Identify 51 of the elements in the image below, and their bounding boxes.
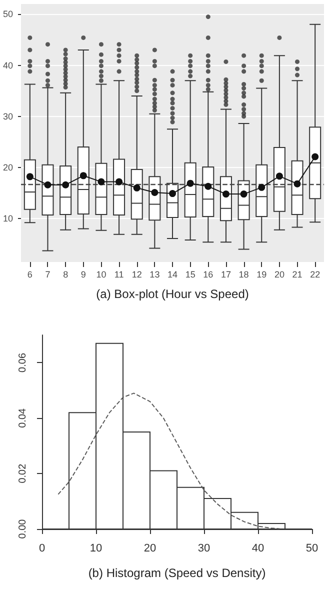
y-tick-label: 0.02 bbox=[18, 463, 28, 484]
x-tick-label: 11 bbox=[114, 270, 124, 280]
y-tick-label: 50 bbox=[2, 9, 14, 20]
point bbox=[80, 172, 87, 180]
x-tick-label: 50 bbox=[306, 542, 318, 554]
point bbox=[133, 184, 140, 192]
y-tick-label: 10 bbox=[2, 214, 14, 224]
point bbox=[240, 190, 248, 198]
x-tick-label: 30 bbox=[198, 542, 210, 554]
x-tick-label: 6 bbox=[27, 270, 32, 280]
x-tick-label: 19 bbox=[256, 270, 267, 280]
y-tick-label: 0.04 bbox=[18, 408, 28, 428]
point bbox=[26, 173, 34, 180]
x-tick-label: 7 bbox=[45, 270, 50, 280]
y-tick-label: 30 bbox=[2, 111, 14, 122]
point bbox=[44, 181, 52, 188]
x-tick-label: 12 bbox=[132, 270, 142, 280]
x-tick-label: 21 bbox=[292, 270, 302, 280]
x-tick-label: 17 bbox=[220, 270, 231, 280]
x-tick-label: 14 bbox=[168, 270, 178, 280]
x-tick-label: 0 bbox=[38, 542, 46, 554]
x-tick-label: 22 bbox=[310, 270, 320, 280]
point bbox=[276, 172, 283, 180]
x-axis-title: (b) Histogram (Speed vs Density) bbox=[88, 566, 266, 580]
x-tick-label: 10 bbox=[96, 270, 106, 280]
x-tick-label: 16 bbox=[203, 270, 214, 280]
x-tick-label: 9 bbox=[80, 270, 86, 280]
y-tick-label: 0.06 bbox=[18, 352, 28, 372]
point bbox=[98, 178, 105, 186]
x-tick-label: 15 bbox=[185, 270, 196, 280]
x-tick-label: 18 bbox=[238, 270, 249, 280]
x-tick-label: 20 bbox=[144, 542, 156, 554]
y-tick-label: 20 bbox=[2, 162, 14, 172]
x-tick-label: 10 bbox=[90, 542, 102, 554]
point bbox=[204, 182, 212, 190]
point bbox=[116, 178, 123, 186]
y-tick-label: 40 bbox=[2, 60, 14, 70]
point bbox=[312, 153, 319, 160]
point bbox=[169, 190, 176, 198]
y-tick-label: 0.00 bbox=[18, 518, 28, 539]
x-axis-title: (a) Box-plot (Hour vs Speed) bbox=[96, 287, 249, 301]
x-tick-label: 40 bbox=[252, 542, 264, 554]
point bbox=[294, 180, 301, 188]
point bbox=[258, 184, 266, 191]
point bbox=[151, 189, 158, 196]
point bbox=[62, 181, 70, 188]
x-tick-label: 13 bbox=[150, 270, 160, 280]
point bbox=[222, 190, 230, 198]
point bbox=[186, 180, 194, 187]
x-tick-label: 8 bbox=[63, 270, 68, 280]
x-tick-label: 20 bbox=[274, 270, 284, 280]
